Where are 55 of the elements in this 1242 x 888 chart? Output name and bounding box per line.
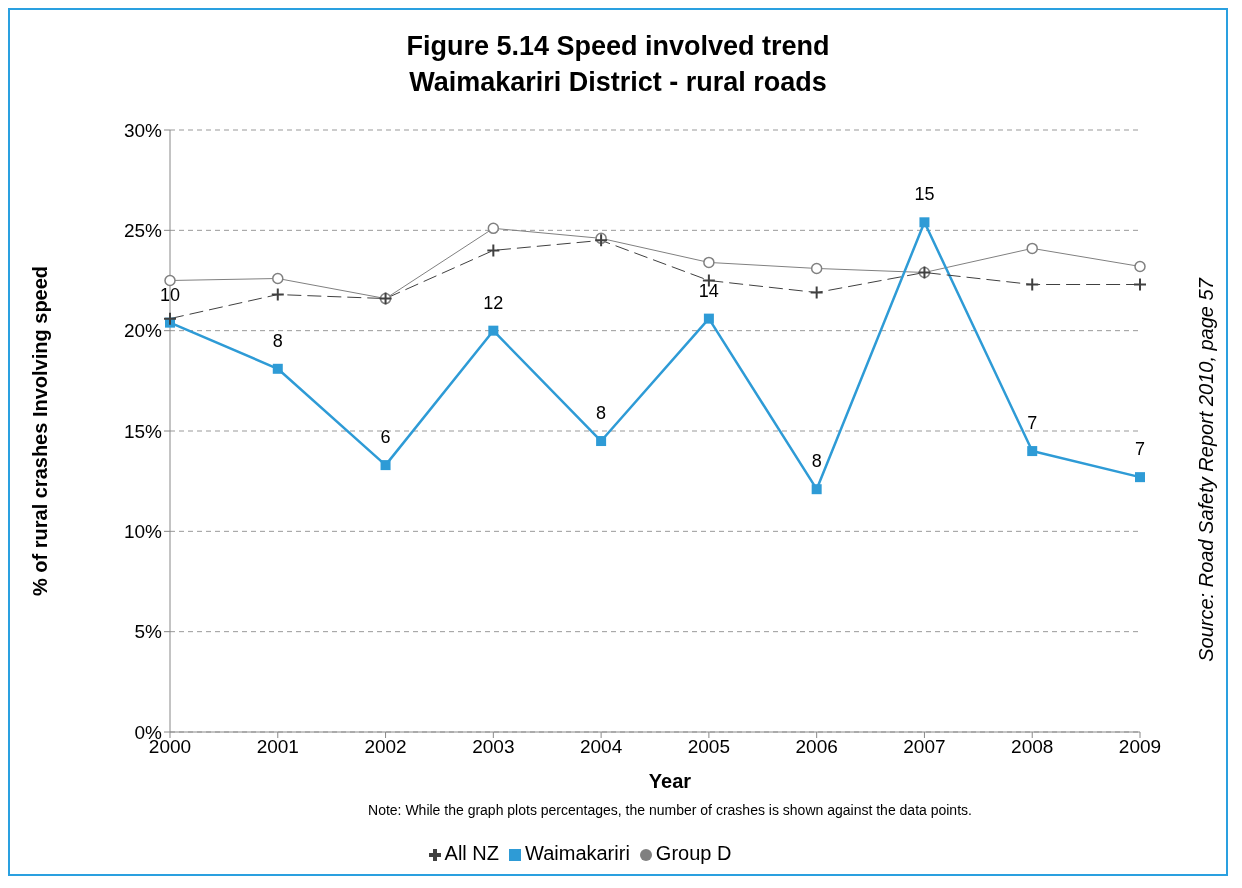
- point: [1026, 242, 1038, 255]
- y-tick-label: 15%: [123, 420, 163, 442]
- x-tick-label: 2007: [903, 736, 946, 758]
- y-tick-label: 5%: [134, 621, 163, 643]
- point: [810, 262, 823, 275]
- point: [270, 287, 285, 302]
- annotation: 8: [272, 330, 283, 351]
- y-tick-label: 10%: [123, 521, 163, 543]
- point: [703, 256, 715, 269]
- point: [272, 363, 283, 374]
- point: [811, 484, 822, 495]
- annotation: 7: [1027, 413, 1038, 434]
- point: [1027, 446, 1038, 457]
- legend-label: Group D: [655, 842, 732, 864]
- chart-title: Figure 5.14 Speed involved trend Waimakariri District - rural roads: [405, 30, 831, 99]
- x-tick-label: 2004: [579, 736, 623, 758]
- x-axis-title: Year: [647, 770, 693, 793]
- x-tick-label: 2001: [256, 736, 299, 758]
- point: [1133, 277, 1147, 292]
- x-tick-label: 2006: [795, 736, 838, 758]
- point: [272, 272, 284, 285]
- x-tick-label: 2008: [1011, 736, 1054, 758]
- y-tick-label: 30%: [123, 119, 163, 141]
- text: Note: While the graph plots percentages, the number of crashes is shown against the data points.: [367, 802, 973, 818]
- point: [703, 313, 714, 324]
- point: [488, 325, 499, 336]
- y-tick-label: 25%: [123, 220, 163, 242]
- legend-label: Waimakariri: [525, 842, 630, 864]
- x-tick-label: 2002: [364, 736, 407, 758]
- point: [163, 311, 177, 326]
- point: [486, 243, 501, 258]
- point: [1134, 260, 1146, 273]
- annotation: 7: [1134, 439, 1146, 460]
- annotation: 8: [596, 403, 607, 424]
- point: [809, 285, 824, 300]
- point: [919, 217, 930, 228]
- annotation: 15: [914, 184, 935, 205]
- point: [596, 436, 607, 447]
- annotation: 8: [811, 451, 822, 472]
- point: [1025, 277, 1040, 292]
- point: [1135, 472, 1145, 483]
- annotation: 10: [159, 284, 181, 305]
- point: [380, 460, 391, 471]
- x-tick-label: 2003: [472, 736, 515, 758]
- x-tick-label: 2005: [687, 736, 731, 758]
- y-axis-title: % of rural crashes Involving speed: [29, 265, 52, 597]
- annotation: 12: [483, 292, 504, 313]
- annotation: 6: [380, 427, 391, 448]
- x-tick-label: 2009: [1118, 736, 1162, 758]
- y-tick-label: 20%: [123, 320, 163, 342]
- point: [487, 222, 500, 235]
- source-note: Source: Road Safety Report 2010, page 57: [1195, 278, 1218, 662]
- legend-label: All NZ: [444, 842, 500, 864]
- annotation: 14: [698, 280, 719, 301]
- point: [164, 274, 176, 287]
